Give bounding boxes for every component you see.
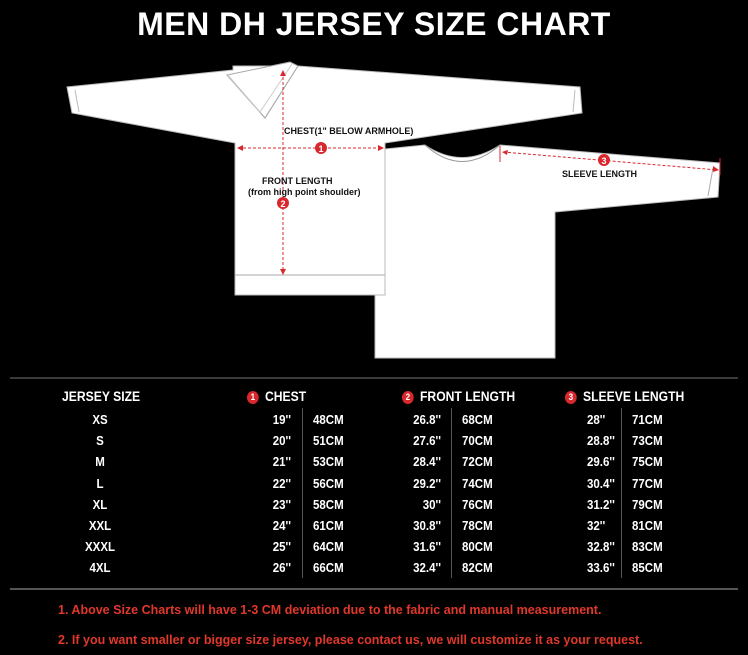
column-divider xyxy=(451,408,452,578)
cell-chest-in: 26'' xyxy=(272,561,291,576)
cell-front-in: 32.4'' xyxy=(413,561,441,576)
cell-chest-in: 21'' xyxy=(272,455,291,470)
divider xyxy=(10,588,738,590)
marker-2-icon: 2 xyxy=(277,197,289,209)
cell-sleeve-cm: 77CM xyxy=(632,476,663,491)
cell-chest-in: 25'' xyxy=(272,540,291,555)
header-chest: 1 CHEST xyxy=(247,389,306,404)
cell-size: XL xyxy=(92,497,108,512)
cell-chest-in: 23'' xyxy=(272,497,291,512)
cell-chest-cm: 56CM xyxy=(313,476,344,491)
cell-front-in: 31.6'' xyxy=(413,540,441,555)
cell-chest-in: 24'' xyxy=(272,519,291,533)
cell-size: L xyxy=(96,476,104,491)
cell-front-in: 29.2'' xyxy=(413,476,441,491)
cell-size: S xyxy=(96,434,104,449)
cell-sleeve-cm: 85CM xyxy=(632,561,663,576)
marker-2-icon: 2 xyxy=(402,391,414,404)
cell-front-cm: 68CM xyxy=(462,413,493,427)
cell-size: XXXL xyxy=(84,540,116,555)
jersey-diagram: 1 2 3 xyxy=(66,61,721,359)
marker-1-icon: 1 xyxy=(315,142,327,154)
cell-chest-in: 19'' xyxy=(272,413,291,427)
cell-size: XS xyxy=(92,413,108,427)
header-sleeve-length: 3 SLEEVE LENGTH xyxy=(565,389,684,404)
cell-sleeve-in: 30.4'' xyxy=(587,476,615,491)
svg-text:2: 2 xyxy=(280,199,285,209)
cell-sleeve-cm: 81CM xyxy=(632,519,663,533)
front-jersey-illustration xyxy=(66,61,583,296)
note-1: 1. Above Size Charts will have 1-3 CM de… xyxy=(58,603,602,617)
chest-label: CHEST(1" BELOW ARMHOLE) xyxy=(284,126,414,136)
cell-sleeve-cm: 83CM xyxy=(632,540,663,555)
front-length-sublabel: (from high point shoulder) xyxy=(248,187,361,197)
divider xyxy=(10,377,738,379)
cell-chest-cm: 66CM xyxy=(313,561,344,576)
cell-chest-cm: 64CM xyxy=(313,540,344,555)
cell-front-cm: 82CM xyxy=(462,561,493,576)
header-front-length: 2 FRONT LENGTH xyxy=(402,389,515,404)
cell-size: XXL xyxy=(88,519,112,533)
cell-chest-cm: 61CM xyxy=(313,519,344,533)
cell-front-cm: 78CM xyxy=(462,519,493,533)
cell-chest-cm: 53CM xyxy=(313,455,344,470)
cell-sleeve-in: 28'' xyxy=(587,413,606,427)
cell-front-in: 30'' xyxy=(422,497,441,512)
cell-chest-in: 22'' xyxy=(272,476,291,491)
sleeve-length-label: SLEEVE LENGTH xyxy=(562,169,638,179)
back-jersey-illustration xyxy=(374,144,721,359)
cell-sleeve-cm: 79CM xyxy=(632,497,663,512)
front-length-label: FRONT LENGTH xyxy=(262,176,333,186)
cell-sleeve-cm: 75CM xyxy=(632,455,663,470)
cell-size: 4XL xyxy=(89,561,111,576)
cell-front-in: 27.6'' xyxy=(413,434,441,449)
marker-3-icon: 3 xyxy=(565,391,577,404)
cell-front-cm: 80CM xyxy=(462,540,493,555)
cell-front-in: 26.8'' xyxy=(413,413,441,427)
cell-sleeve-cm: 73CM xyxy=(632,434,663,449)
cell-sleeve-in: 29.6'' xyxy=(587,455,615,470)
note-2: 2. If you want smaller or bigger size je… xyxy=(58,633,643,647)
page-title: MEN DH JERSEY SIZE CHART xyxy=(137,6,611,42)
column-divider xyxy=(621,408,622,578)
cell-chest-in: 20'' xyxy=(272,434,291,449)
cell-size: M xyxy=(95,455,105,470)
cell-sleeve-cm: 71CM xyxy=(632,413,663,427)
cell-chest-cm: 51CM xyxy=(313,434,344,449)
cell-sleeve-in: 32.8'' xyxy=(587,540,615,555)
marker-1-icon: 1 xyxy=(247,391,259,404)
cell-front-cm: 76CM xyxy=(462,497,493,512)
cell-front-cm: 74CM xyxy=(462,476,493,491)
cell-sleeve-in: 31.2'' xyxy=(587,497,615,512)
cell-front-in: 30.8'' xyxy=(413,519,441,533)
marker-3-icon: 3 xyxy=(598,154,610,166)
header-jersey-size: JERSEY SIZE xyxy=(62,389,141,404)
cell-chest-cm: 58CM xyxy=(313,497,344,512)
cell-chest-cm: 48CM xyxy=(313,413,344,427)
cell-front-in: 28.4'' xyxy=(413,455,441,470)
cell-front-cm: 70CM xyxy=(462,434,493,449)
svg-text:1: 1 xyxy=(318,144,323,154)
cell-sleeve-in: 32'' xyxy=(587,519,606,533)
svg-text:3: 3 xyxy=(601,156,606,166)
cell-sleeve-in: 28.8'' xyxy=(587,434,615,449)
cell-sleeve-in: 33.6'' xyxy=(587,561,615,576)
cell-front-cm: 72CM xyxy=(462,455,493,470)
column-divider xyxy=(302,408,303,578)
measurement-arrows xyxy=(238,72,719,274)
